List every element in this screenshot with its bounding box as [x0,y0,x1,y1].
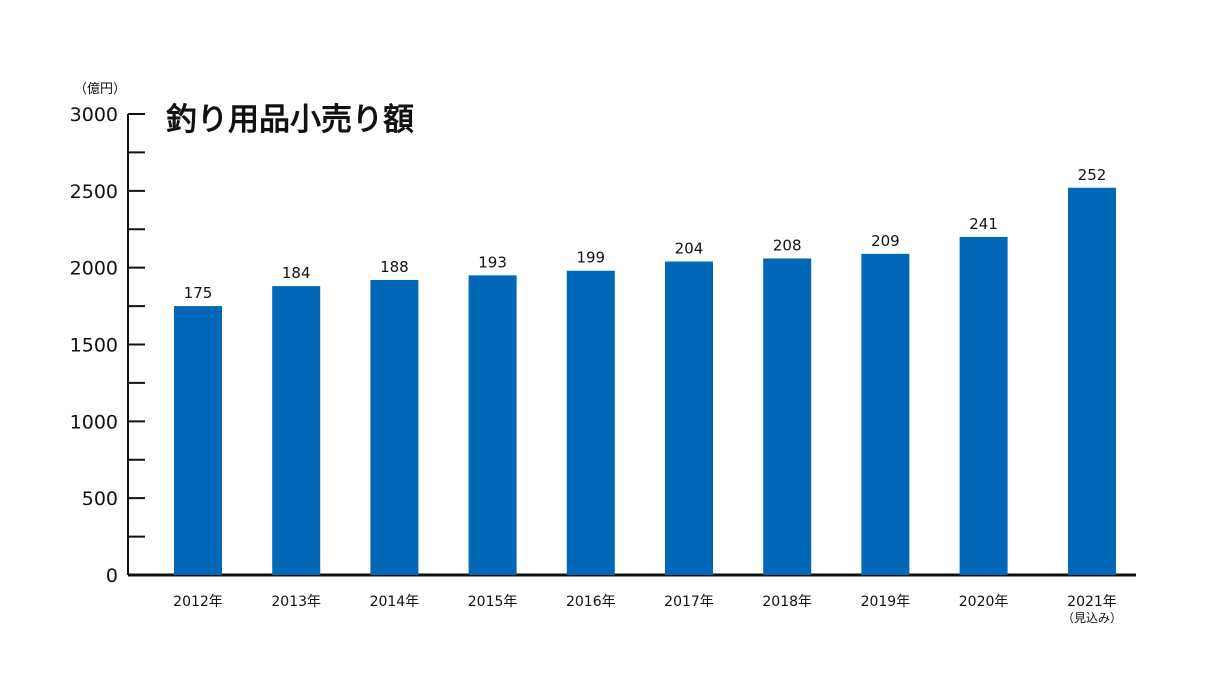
x-tick-label: 2018年 [762,594,812,610]
x-tick-label: 2012年 [173,594,223,610]
bar-value-label: 208 [773,236,802,254]
bar [959,236,1008,575]
bar [174,306,222,575]
x-tick-label: 2021年 [1067,594,1117,610]
x-tick-label: 2019年 [861,594,911,610]
bar-value-label: 209 [871,232,900,250]
y-tick-label: 0 [106,565,118,587]
x-tick-label: 2017年 [664,594,714,610]
bar [763,258,812,575]
bar [861,253,910,575]
chart-title: 釣り用品小売り額 [166,102,414,138]
bar [272,286,321,575]
bar [468,275,517,575]
x-tick-label: 2020年 [959,594,1009,610]
x-tick-label: 2016年 [566,594,616,610]
y-tick-label: 2000 [70,258,118,280]
bar [665,261,713,575]
y-axis: 0 500 1000 1500 2000 2500 3000 [70,104,145,587]
bar-value-label: 204 [675,240,704,258]
y-tick-label: 2500 [70,181,118,203]
x-tick-sublabel: （見込み） [1062,611,1122,625]
bar [566,270,615,575]
bar-value-label: 188 [380,258,409,276]
x-tick-label: 2014年 [370,594,420,610]
bar-value-label: 199 [576,249,605,267]
bar-value-label: 241 [969,215,998,233]
y-tick-label: 3000 [70,104,118,126]
x-tick-label: 2013年 [271,594,321,610]
bar [370,279,419,575]
x-tick-label: 2015年 [468,594,518,610]
bar [1068,187,1116,575]
bar-value-label: 175 [184,284,213,302]
y-tick-label: 1500 [70,335,118,357]
x-axis: 2012年 2013年 2014年 2015年 2016年 2017年 2018年 2019年… [128,573,1136,625]
y-tick-label: 500 [82,488,118,510]
y-axis-unit-label: （億円） [74,81,126,97]
bar-value-label: 193 [478,253,507,271]
y-tick-label: 1000 [70,411,118,433]
bar-value-label: 252 [1078,166,1107,184]
bar-value-label: 184 [282,264,311,282]
bars: 175 184 188 193 199 204 208 209 241 252 [174,166,1116,575]
